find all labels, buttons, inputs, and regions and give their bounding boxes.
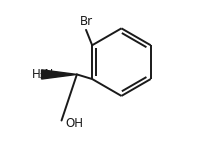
Polygon shape [42,70,77,79]
Text: OH: OH [65,117,83,130]
Text: Br: Br [80,15,92,28]
Text: H₂N: H₂N [32,68,55,81]
